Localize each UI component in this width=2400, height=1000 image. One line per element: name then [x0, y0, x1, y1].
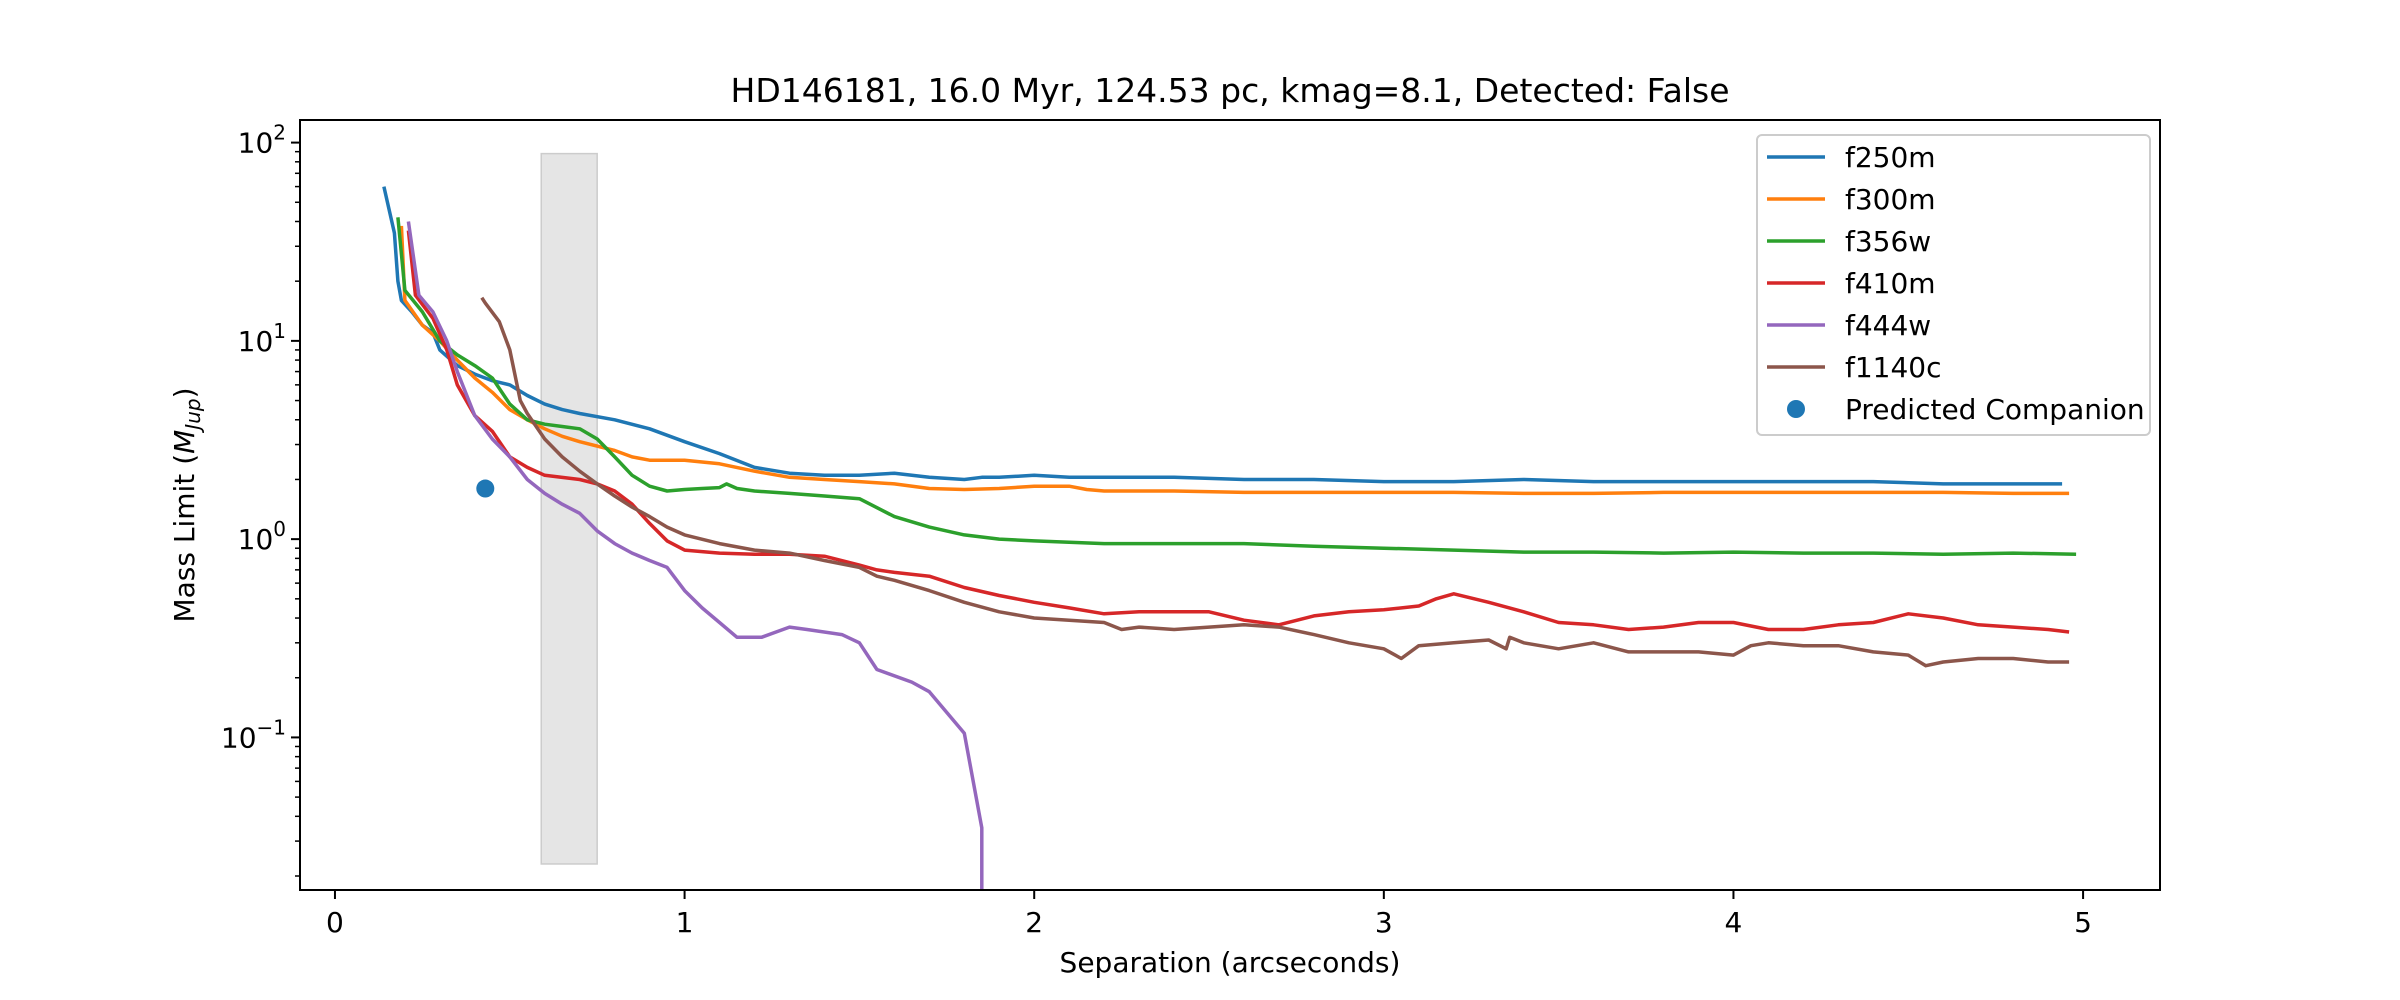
- series-line-f444w: [406, 221, 984, 890]
- y-tick-label: 100: [238, 517, 286, 556]
- legend-label-f250m: f250m: [1845, 141, 1936, 174]
- y-axis-label-suffix: ): [168, 387, 201, 398]
- x-tick-label: 0: [326, 906, 344, 939]
- y-tick-exponent: 0: [273, 517, 286, 541]
- legend-label-f300m: f300m: [1845, 183, 1936, 216]
- legend-label-f410m: f410m: [1845, 267, 1936, 300]
- y-axis-label: Mass Limit (MJup): [168, 387, 205, 622]
- y-axis-label-subscript: Jup: [181, 398, 205, 433]
- plot-frame: [299, 119, 2161, 891]
- series-line-f356w: [396, 217, 2077, 556]
- y-tick-label: 10−1: [221, 715, 286, 754]
- y-axis-label-symbol: M: [168, 430, 201, 454]
- y-axis-label-prefix: Mass Limit (: [168, 454, 201, 623]
- y-tick-label: 101: [238, 319, 286, 358]
- series-line-f300m: [399, 225, 2070, 496]
- legend-label-f444w: f444w: [1845, 309, 1931, 342]
- legend-label-predicted-companion: Predicted Companion: [1845, 393, 2145, 426]
- x-tick-label: 5: [2074, 906, 2092, 939]
- y-tick-base: 10: [238, 325, 274, 358]
- series-layer: [382, 186, 2077, 890]
- y-tick-exponent: −1: [257, 715, 286, 739]
- series-line-f410m: [406, 230, 2070, 634]
- y-tick-base: 10: [221, 721, 257, 754]
- legend-marker-predicted-companion: [1787, 400, 1805, 418]
- x-tick-label: 1: [676, 906, 694, 939]
- legend-box: [1756, 134, 2151, 436]
- legend-label-f1140c: f1140c: [1845, 351, 1942, 384]
- x-axis-ticks: 0 1 2 3 4 5: [326, 890, 2092, 939]
- y-tick-label: 102: [238, 121, 286, 160]
- x-axis-label: Separation (arcseconds): [1060, 946, 1401, 979]
- y-tick-base: 10: [238, 523, 274, 556]
- y-tick-base: 10: [238, 127, 274, 160]
- x-tick-label: 4: [1725, 906, 1743, 939]
- y-tick-exponent: 1: [273, 319, 286, 343]
- x-tick-label: 2: [1025, 906, 1043, 939]
- point-predicted-companion: [476, 479, 495, 498]
- series-group: [382, 186, 2077, 890]
- y-tick-exponent: 2: [273, 121, 286, 145]
- x-tick-label: 3: [1375, 906, 1393, 939]
- legend-label-f356w: f356w: [1845, 225, 1931, 258]
- legend: f250m f300m f356w f410m f444w f1140c Predicted…: [1756, 134, 2151, 436]
- series-line-f1140c: [480, 296, 2070, 668]
- chart-title: HD146181, 16.0 Myr, 124.53 pc, kmag=8.1,…: [731, 71, 1730, 110]
